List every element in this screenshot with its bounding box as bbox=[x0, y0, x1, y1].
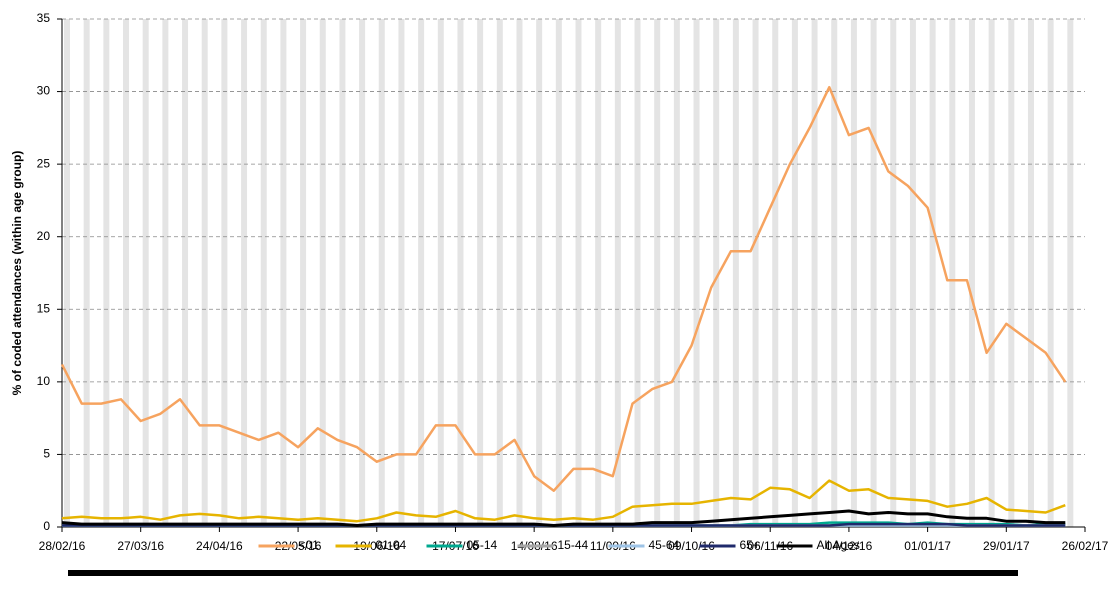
stripe bbox=[732, 19, 739, 527]
stripe bbox=[1027, 19, 1034, 527]
x-tick-label: 26/02/17 bbox=[1062, 539, 1109, 553]
x-tick-label: 27/03/16 bbox=[117, 539, 164, 553]
stripe bbox=[241, 19, 248, 527]
stripe bbox=[870, 19, 877, 527]
x-tick-label: 24/04/16 bbox=[196, 539, 243, 553]
stripe bbox=[929, 19, 936, 527]
x-tick-label: 22/05/16 bbox=[275, 539, 322, 553]
stripe bbox=[398, 19, 405, 527]
stripe bbox=[575, 19, 582, 527]
decorative-bar bbox=[68, 570, 1018, 576]
stripe bbox=[319, 19, 326, 527]
stripe bbox=[614, 19, 621, 527]
legend-label: <01 bbox=[299, 538, 320, 552]
stripe bbox=[516, 19, 523, 527]
x-tick-label: 19/06/16 bbox=[353, 539, 400, 553]
x-tick-label: 01/01/17 bbox=[904, 539, 951, 553]
y-axis-label: % of coded attendances (within age group… bbox=[10, 151, 24, 396]
stripe bbox=[654, 19, 661, 527]
stripe bbox=[988, 19, 995, 527]
y-tick-label: 0 bbox=[43, 519, 50, 533]
stripe bbox=[437, 19, 444, 527]
y-tick-label: 10 bbox=[37, 374, 51, 388]
legend-label: 45-64 bbox=[649, 538, 680, 552]
stripe bbox=[713, 19, 720, 527]
stripe bbox=[634, 19, 641, 527]
stripe bbox=[536, 19, 543, 527]
stripe bbox=[457, 19, 464, 527]
stripe bbox=[221, 19, 228, 527]
y-tick-label: 30 bbox=[37, 84, 51, 98]
stripe bbox=[890, 19, 897, 527]
stripe bbox=[103, 19, 110, 527]
weekend-stripes bbox=[64, 19, 1074, 527]
stripe bbox=[555, 19, 562, 527]
stripe bbox=[418, 19, 425, 527]
series-line bbox=[60, 85, 1067, 492]
stripe bbox=[201, 19, 208, 527]
legend-label: 01-04 bbox=[376, 538, 407, 552]
series-line bbox=[61, 509, 1066, 527]
stripe bbox=[142, 19, 149, 527]
x-tick-label: 09/10/16 bbox=[668, 539, 715, 553]
stripe bbox=[968, 19, 975, 527]
y-tick-label: 20 bbox=[37, 229, 51, 243]
stripe bbox=[64, 19, 70, 527]
stripe bbox=[595, 19, 602, 527]
stripe bbox=[909, 19, 916, 527]
y-tick-label: 5 bbox=[43, 447, 50, 461]
stripe bbox=[182, 19, 189, 527]
y-tick-label: 25 bbox=[37, 156, 51, 170]
stripe bbox=[1047, 19, 1054, 527]
stripe bbox=[831, 19, 838, 527]
stripe bbox=[1067, 19, 1074, 527]
stripe bbox=[673, 19, 680, 527]
y-tick-label: 35 bbox=[37, 11, 51, 25]
stripe bbox=[811, 19, 818, 527]
stripe bbox=[772, 19, 779, 527]
stripe bbox=[477, 19, 484, 527]
legend-label: 15-44 bbox=[558, 538, 589, 552]
x-tick-label: 29/01/17 bbox=[983, 539, 1030, 553]
stripe bbox=[83, 19, 90, 527]
stripe bbox=[1008, 19, 1015, 527]
stripe bbox=[949, 19, 956, 527]
x-tick-label: 06/11/16 bbox=[747, 539, 793, 553]
stripe bbox=[339, 19, 346, 527]
legend-label: 05-14 bbox=[467, 538, 498, 552]
stripe bbox=[693, 19, 700, 527]
stripe bbox=[378, 19, 385, 527]
stripe bbox=[300, 19, 307, 527]
stripe bbox=[496, 19, 503, 527]
x-tick-label: 28/02/16 bbox=[39, 539, 86, 553]
stripe bbox=[260, 19, 267, 527]
stripe bbox=[123, 19, 130, 527]
legend-label: 65+ bbox=[740, 538, 760, 552]
stripe bbox=[752, 19, 759, 527]
stripe bbox=[280, 19, 287, 527]
y-tick-label: 15 bbox=[37, 301, 51, 315]
stripe bbox=[162, 19, 169, 527]
series-line bbox=[61, 479, 1066, 523]
stripe bbox=[359, 19, 366, 527]
stripe bbox=[791, 19, 798, 527]
stripe bbox=[850, 19, 857, 527]
legend-label: All Ages bbox=[817, 538, 860, 552]
x-tick-label: 04/12/16 bbox=[826, 539, 873, 553]
